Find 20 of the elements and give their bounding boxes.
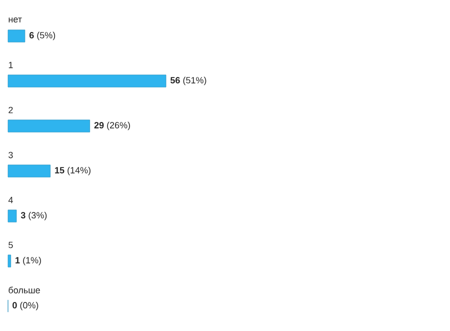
bar (8, 164, 51, 178)
bar (8, 120, 90, 132)
y-tick-label: нет (8, 18, 22, 22)
y-tick-label: 1 (8, 62, 13, 68)
data-label: 0 (0%) (12, 302, 38, 310)
y-tick-label: 2 (8, 106, 13, 114)
data-label: 1 (1%) (16, 256, 41, 266)
bar (8, 254, 12, 268)
y-tick-label: больше (8, 286, 40, 294)
bar (8, 30, 26, 42)
bar (8, 74, 166, 88)
bar (8, 210, 17, 222)
data-label: 15 (14%) (55, 166, 90, 176)
data-label: 6 (5%) (29, 32, 56, 40)
y-tick-label: 3 (8, 152, 13, 158)
data-label: 29 (26%) (94, 122, 130, 130)
y-tick-label: 4 (8, 196, 13, 204)
data-label: 3 (3%) (20, 212, 47, 220)
y-tick-label: 5 (8, 242, 13, 248)
data-label: 56 (51%) (170, 76, 206, 86)
